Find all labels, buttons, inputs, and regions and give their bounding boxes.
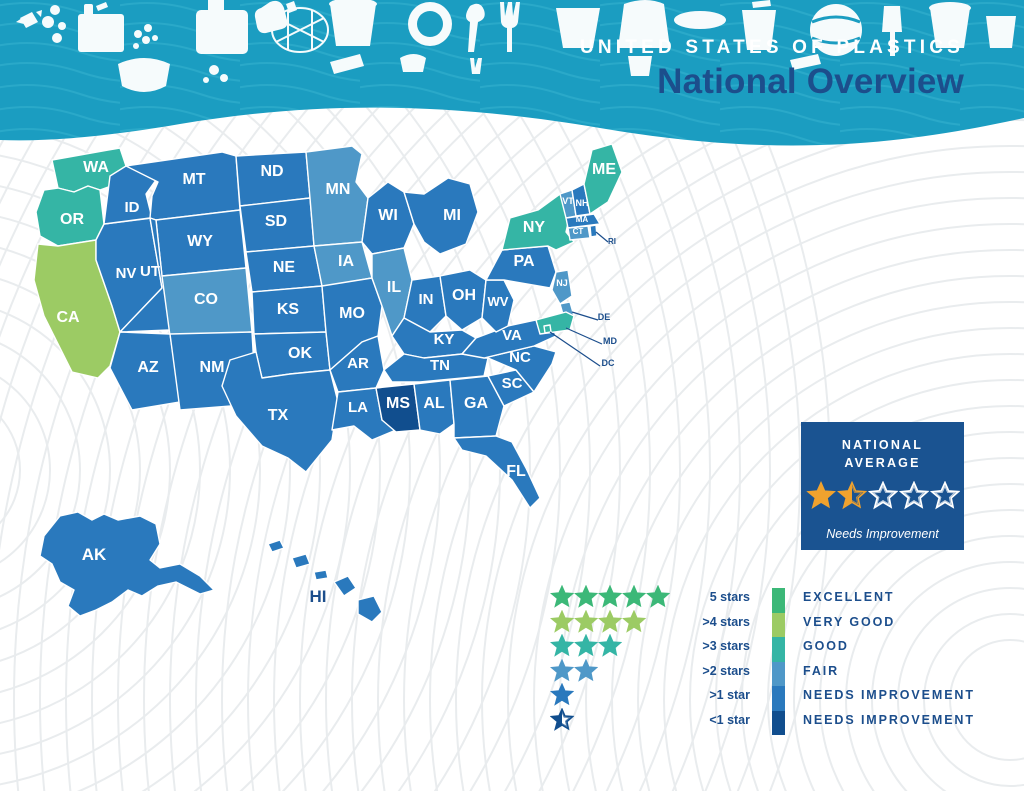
legend-star-group	[550, 609, 682, 634]
legend-category-names: EXCELLENT VERY GOOD GOOD FAIR NEEDS IMPROVEM…	[803, 585, 975, 732]
header-kicker: UNITED STATES OF PLASTICS	[579, 37, 964, 58]
state-label-de: DE	[598, 312, 611, 322]
legend-color-swatch	[772, 686, 785, 711]
legend-threshold-label: 5 stars	[709, 590, 750, 605]
state-ks[interactable]: KS	[251, 285, 327, 335]
state-label-ri: RI	[608, 237, 616, 246]
state-nj[interactable]: NJ	[551, 269, 573, 305]
state-ct[interactable]: CT	[567, 225, 591, 241]
legend-category-label: FAIR	[803, 663, 840, 678]
legend-row: >2 stars	[550, 658, 750, 684]
header-title-group: UNITED STATES OF PLASTICS National Overv…	[579, 37, 964, 102]
legend-color-scale	[772, 588, 785, 735]
legend-color-swatch	[772, 637, 785, 662]
plastic-items-decoration	[16, 0, 1016, 92]
legend-row: >3 stars	[550, 634, 750, 659]
state-mn[interactable]: MN	[305, 145, 369, 247]
state-ak[interactable]: AK	[39, 511, 215, 617]
state-wv[interactable]: WV	[481, 279, 515, 333]
legend-threshold-label: >1 star	[709, 688, 750, 703]
national-average-caption: Needs Improvement	[826, 527, 939, 542]
legend-category-label: NEEDS IMPROVEMENT	[803, 712, 975, 727]
state-oh[interactable]: OH	[439, 269, 487, 331]
legend-threshold-label: <1 star	[709, 712, 750, 727]
legend-color-swatch	[772, 710, 785, 735]
legend-star-group	[550, 634, 682, 658]
state-label-md: MD	[603, 336, 617, 346]
national-average-star-rating	[805, 480, 960, 516]
national-average-star	[836, 480, 867, 516]
legend-threshold-label: >4 stars	[702, 614, 750, 629]
state-dc[interactable]: DC	[543, 324, 552, 334]
state-fl[interactable]: FL	[453, 435, 541, 509]
state-az[interactable]: AZ	[109, 331, 181, 411]
legend-color-swatch	[772, 612, 785, 637]
state-or[interactable]: OR	[35, 185, 105, 247]
national-average-star	[867, 480, 898, 516]
legend-row: >1 star	[550, 683, 750, 708]
legend-star-group	[550, 707, 682, 732]
legend-color-swatch	[772, 661, 785, 686]
state-tx[interactable]: TX	[221, 351, 339, 473]
national-average-title-line2: AVERAGE	[844, 456, 921, 471]
state-ne[interactable]: NE	[245, 245, 323, 293]
state-sd[interactable]: SD	[239, 197, 315, 253]
leader-line-md	[565, 327, 603, 345]
legend-star-group	[550, 683, 682, 707]
legend-color-swatch	[772, 588, 785, 613]
national-average-star	[805, 481, 836, 516]
state-wy[interactable]: WY	[155, 209, 247, 277]
national-average-title: NATIONAL AVERAGE	[842, 436, 923, 472]
state-label-dc: DC	[602, 358, 615, 368]
legend-star-rows: 5 stars >4 stars >3 stars >2 stars >1 star <1…	[550, 585, 750, 732]
rating-legend: 5 stars >4 stars >3 stars >2 stars >1 star <1…	[550, 585, 973, 745]
state-mi[interactable]: MI	[403, 177, 479, 255]
state-ms[interactable]: MS	[375, 383, 421, 433]
header-banner: UNITED STATES OF PLASTICS National Overv…	[0, 0, 1024, 150]
page-title: National Overview	[657, 61, 964, 101]
national-average-title-line1: NATIONAL	[841, 438, 924, 452]
legend-star-group	[550, 585, 682, 609]
legend-category-label: GOOD	[803, 639, 849, 653]
legend-star-group	[550, 658, 682, 683]
header-wave-shape	[0, 0, 1024, 146]
legend-row: 5 stars	[550, 585, 750, 610]
national-average-card: NATIONAL AVERAGE Needs Improvement	[801, 422, 964, 550]
state-nd[interactable]: ND	[235, 151, 311, 207]
legend-row: <1 star	[550, 707, 750, 733]
legend-category-label: EXCELLENT	[803, 590, 895, 604]
state-al[interactable]: AL	[413, 379, 455, 435]
state-label-hi: HI	[310, 587, 327, 606]
state-hi[interactable]: HI	[267, 539, 383, 623]
leader-line-de	[571, 311, 599, 321]
state-ri[interactable]: RI	[589, 224, 598, 238]
state-nc[interactable]: NC	[483, 345, 557, 393]
state-ma[interactable]: MA	[565, 213, 601, 229]
legend-row: >4 stars	[550, 609, 750, 635]
leader-line-dc	[549, 331, 601, 367]
legend-category-label: NEEDS IMPROVEMENT	[803, 688, 975, 702]
state-me[interactable]: ME	[583, 143, 623, 215]
legend-threshold-label: >3 stars	[702, 639, 750, 654]
state-co[interactable]: CO	[161, 267, 253, 337]
state-md[interactable]: MD	[535, 311, 575, 335]
legend-threshold-label: >2 stars	[702, 663, 750, 678]
leader-line-ri	[595, 231, 609, 243]
national-average-star	[929, 480, 960, 516]
national-average-star	[898, 480, 929, 516]
legend-category-label: VERY GOOD	[803, 614, 896, 629]
